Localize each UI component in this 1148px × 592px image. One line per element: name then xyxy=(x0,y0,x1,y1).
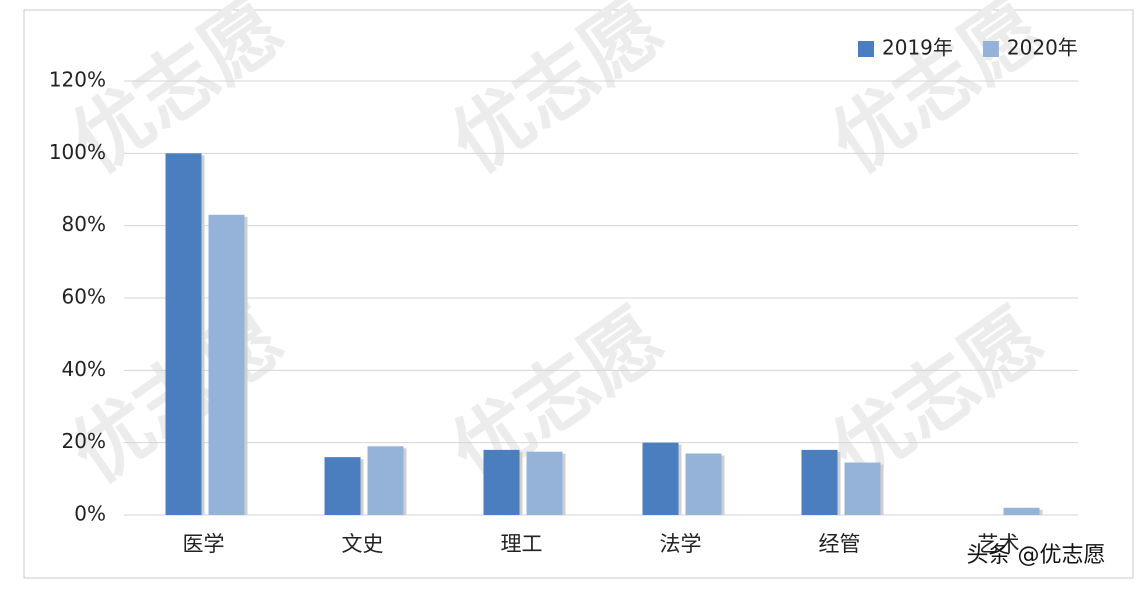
legend-swatch xyxy=(858,41,874,57)
x-tick-label: 理工 xyxy=(501,532,543,556)
y-tick-label: 60% xyxy=(62,285,106,309)
x-tick-label: 文史 xyxy=(342,532,384,556)
bar xyxy=(324,457,361,515)
bar xyxy=(165,153,202,516)
y-tick-label: 120% xyxy=(49,68,106,92)
legend-label: 2020年 xyxy=(1007,36,1078,60)
x-tick-label: 艺术 xyxy=(978,532,1020,556)
y-tick-label: 100% xyxy=(49,140,106,164)
bar xyxy=(642,442,679,515)
credit: 头条 @优志愿 xyxy=(967,543,1106,568)
bar xyxy=(1003,507,1040,515)
bar xyxy=(367,446,404,515)
y-tick-label: 40% xyxy=(62,357,106,381)
y-tick-label: 0% xyxy=(74,502,106,526)
legend-label: 2019年 xyxy=(882,36,953,60)
bar xyxy=(483,449,520,515)
legend-swatch xyxy=(982,41,999,57)
bar xyxy=(526,451,563,515)
x-tick-label: 经管 xyxy=(819,532,861,556)
x-tick-label: 医学 xyxy=(183,532,225,556)
bar xyxy=(801,449,838,515)
bar xyxy=(208,214,245,516)
y-tick-label: 80% xyxy=(62,212,106,236)
y-tick-label: 20% xyxy=(62,429,106,453)
plot: 0% 20% 40% 60% 80% 100% 120% 医学 文史 理工 法学 经管 艺术 2019年 2… xyxy=(49,36,1078,556)
bar xyxy=(685,453,722,515)
bar xyxy=(844,462,881,515)
x-tick-label: 法学 xyxy=(660,532,702,556)
